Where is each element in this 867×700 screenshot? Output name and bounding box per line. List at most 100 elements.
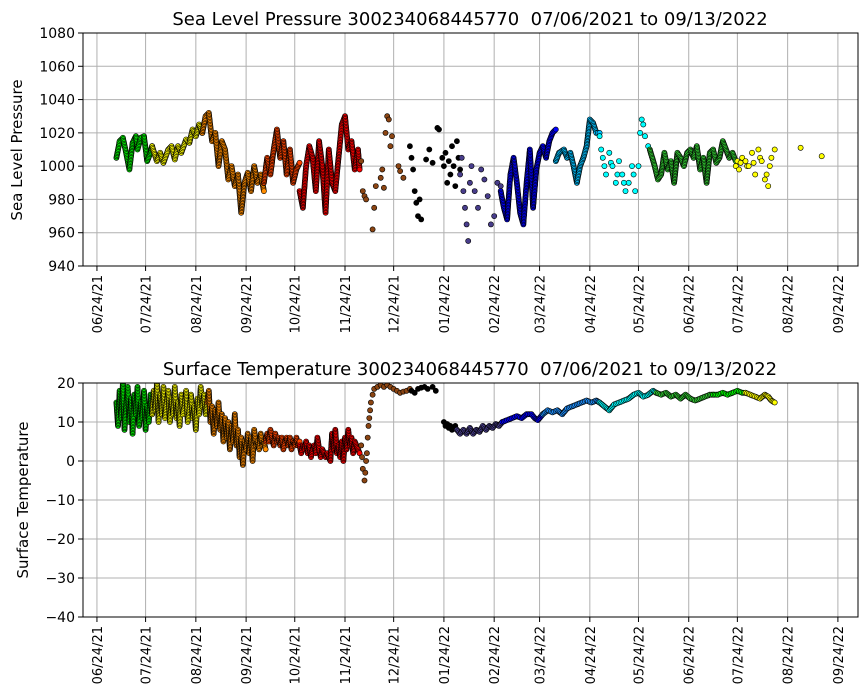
data-series	[457, 154, 504, 244]
y-axis-label: Surface Temperature	[14, 422, 32, 579]
data-point	[377, 174, 384, 181]
data-point	[369, 226, 376, 233]
x-tick-label: 09/24/21	[240, 626, 255, 684]
data-point	[362, 469, 369, 476]
data-point	[762, 176, 768, 183]
data-point	[359, 454, 365, 460]
data-point	[424, 385, 431, 392]
data-series	[358, 383, 413, 484]
data-point	[418, 216, 425, 223]
y-tick-label: −30	[45, 571, 75, 587]
data-point	[598, 146, 605, 153]
chart-title: Surface Temperature 300234068445770 07/0…	[163, 359, 777, 380]
x-tick-label: 02/24/22	[488, 275, 503, 333]
data-point	[755, 146, 762, 153]
data-point	[771, 146, 778, 153]
data-point	[411, 389, 418, 396]
x-tick-label: 06/24/21	[91, 275, 106, 333]
data-point	[768, 154, 775, 161]
data-point	[601, 163, 608, 169]
x-tick-label: 08/24/21	[190, 626, 205, 684]
data-point	[429, 159, 436, 166]
data-point	[439, 154, 446, 161]
data-point	[380, 184, 387, 191]
data-point	[413, 199, 420, 206]
y-tick-label: 980	[48, 192, 75, 208]
data-series	[260, 126, 303, 186]
y-tick-label: 1020	[39, 126, 75, 142]
data-point	[369, 391, 376, 398]
data-point	[411, 188, 418, 194]
x-tick-label: 07/24/22	[731, 275, 746, 333]
data-point	[797, 144, 804, 151]
data-point	[450, 163, 457, 169]
x-tick-label: 08/24/21	[190, 275, 205, 333]
data-series	[199, 110, 267, 216]
x-tick-label: 12/24/21	[388, 275, 403, 333]
data-point	[481, 176, 488, 183]
data-series	[113, 383, 155, 437]
x-tick-label: 05/24/22	[632, 626, 647, 684]
y-axis-label: Sea Level Pressure	[8, 79, 26, 220]
y-tick-label: −20	[45, 532, 75, 548]
data-point	[552, 126, 559, 133]
data-series	[149, 121, 206, 166]
data-series	[732, 144, 825, 189]
data-series	[596, 387, 660, 414]
data-point	[749, 149, 755, 156]
data-point	[365, 422, 372, 429]
data-point	[429, 383, 436, 390]
data-point	[475, 204, 481, 211]
x-tick-label: 02/24/22	[488, 626, 503, 684]
y-tick-label: −40	[45, 610, 75, 626]
data-point	[371, 204, 378, 211]
x-tick-label: 03/24/22	[534, 275, 549, 333]
data-point	[436, 126, 442, 133]
data-point	[361, 477, 368, 484]
data-series	[296, 113, 363, 216]
sea-level-pressure-chart: Sea Level Pressure 300234068445770 07/06…	[8, 9, 859, 333]
data-point	[410, 166, 416, 173]
data-series	[742, 389, 778, 406]
data-point	[356, 166, 363, 173]
data-series	[653, 389, 716, 404]
data-point	[442, 149, 449, 156]
data-point	[367, 399, 374, 406]
x-tick-label: 11/24/21	[339, 626, 354, 684]
chart-title: Sea Level Pressure 300234068445770 07/06…	[172, 9, 767, 30]
y-tick-label: 960	[48, 226, 75, 242]
data-point	[471, 188, 478, 194]
x-tick-label: 09/24/22	[832, 275, 847, 333]
data-point	[426, 146, 433, 153]
x-tick-label: 09/24/22	[832, 626, 847, 684]
data-point	[763, 171, 770, 178]
data-point	[462, 204, 468, 211]
data-point	[616, 158, 622, 164]
data-point	[400, 174, 407, 181]
data-point	[468, 163, 475, 169]
x-tick-label: 04/24/22	[584, 626, 599, 684]
data-point	[363, 458, 369, 464]
data-point	[642, 133, 648, 140]
data-point	[449, 143, 455, 150]
data-point	[612, 179, 619, 186]
data-point	[621, 179, 627, 186]
data-point	[766, 163, 773, 169]
data-point	[752, 171, 759, 178]
data-series	[358, 113, 407, 233]
data-point	[771, 399, 778, 406]
x-tick-label: 01/24/22	[438, 275, 453, 333]
data-point	[460, 188, 467, 194]
data-point	[632, 188, 639, 194]
data-point	[463, 221, 470, 228]
x-tick-label: 11/24/21	[339, 275, 354, 333]
data-point	[622, 188, 629, 194]
x-tick-label: 12/24/21	[388, 626, 403, 684]
data-point	[458, 154, 465, 161]
x-tick-label: 09/24/21	[240, 275, 255, 333]
y-tick-label: 1000	[39, 159, 75, 175]
data-point	[609, 163, 616, 169]
data-point	[363, 196, 369, 203]
surface-temperature-chart: Surface Temperature 300234068445770 07/0…	[14, 359, 859, 684]
data-series	[499, 411, 546, 425]
